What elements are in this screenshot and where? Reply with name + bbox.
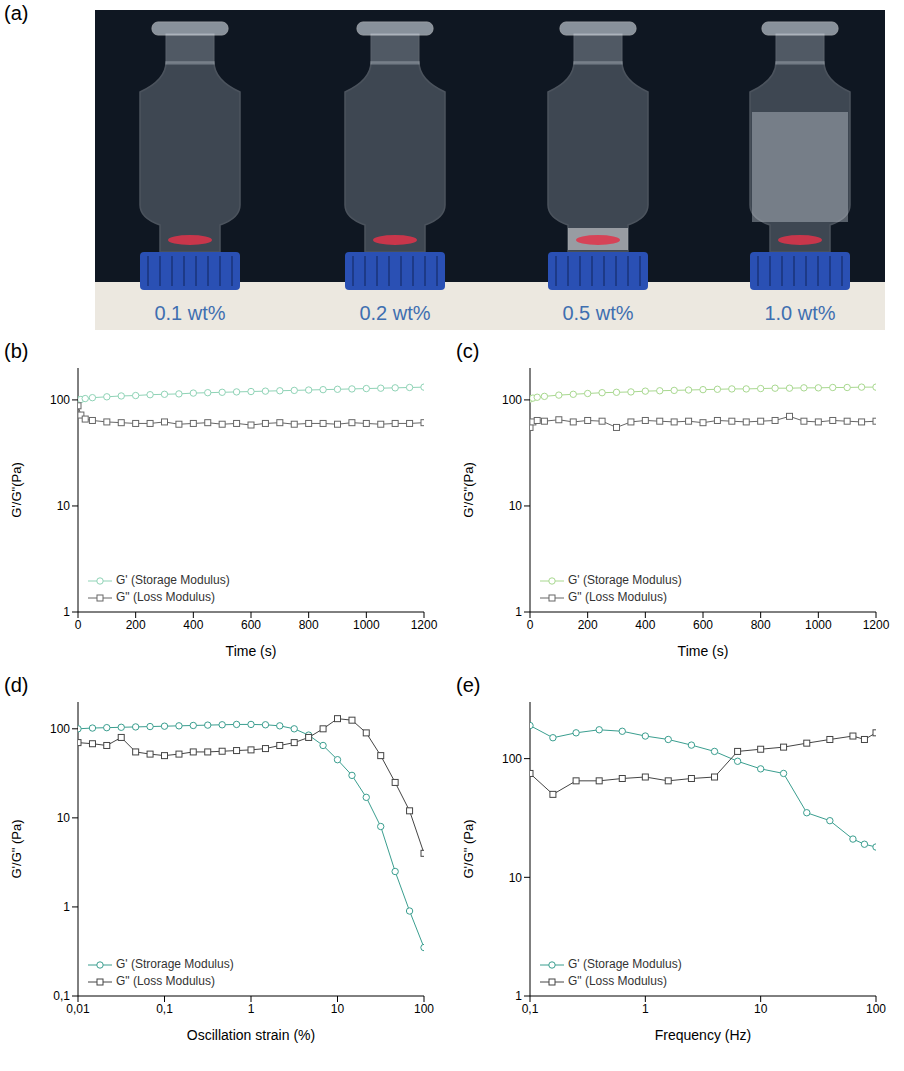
svg-text:10: 10 (331, 1002, 345, 1016)
svg-text:0.2 wt%: 0.2 wt% (359, 302, 430, 324)
svg-text:100: 100 (50, 722, 70, 736)
svg-text:0,1: 0,1 (156, 1002, 173, 1016)
html-text:(e): (e) (456, 674, 481, 696)
svg-text:100: 100 (502, 393, 522, 407)
svg-text:1000: 1000 (805, 618, 832, 632)
svg-text:200: 200 (578, 618, 598, 632)
svg-text:10: 10 (57, 811, 71, 825)
svg-text:10: 10 (754, 1002, 768, 1016)
svg-text:400: 400 (183, 618, 203, 632)
svg-text:800: 800 (299, 618, 319, 632)
svg-text:10: 10 (57, 499, 71, 513)
html-text:G" (Loss Modulus): G" (Loss Modulus) (116, 974, 215, 988)
svg-text:Frequency (Hz): Frequency (Hz) (655, 1027, 751, 1043)
svg-text:100: 100 (50, 393, 70, 407)
html-text:G" (Loss Modulus): G" (Loss Modulus) (568, 974, 667, 988)
svg-text:0,01: 0,01 (66, 1002, 90, 1016)
html-text:G" (Loss Modulus): G" (Loss Modulus) (116, 590, 215, 604)
svg-text:G'/G"(Pa): G'/G"(Pa) (461, 462, 476, 518)
svg-text:100: 100 (414, 1002, 434, 1016)
svg-text:1200: 1200 (863, 618, 890, 632)
html-text:G' (Storage Modulus): G' (Storage Modulus) (568, 573, 682, 587)
svg-text:600: 600 (241, 618, 261, 632)
svg-text:10: 10 (509, 871, 523, 885)
svg-text:0: 0 (527, 618, 534, 632)
svg-text:Time (s): Time (s) (226, 643, 277, 659)
svg-text:100: 100 (866, 1002, 886, 1016)
svg-text:Oscillation strain (%): Oscillation strain (%) (187, 1027, 315, 1043)
svg-text:1000: 1000 (353, 618, 380, 632)
svg-text:G'/G" (Pa): G'/G" (Pa) (461, 819, 476, 878)
svg-text:10: 10 (509, 499, 523, 513)
svg-text:600: 600 (693, 618, 713, 632)
html-text:G' (Storage Modulus): G' (Storage Modulus) (116, 573, 230, 587)
svg-text:200: 200 (126, 618, 146, 632)
svg-text:G'/G" (Pa): G'/G" (Pa) (9, 819, 24, 878)
svg-text:1: 1 (515, 989, 522, 1003)
svg-text:1200: 1200 (411, 618, 438, 632)
svg-text:100: 100 (502, 752, 522, 766)
svg-text:0,1: 0,1 (522, 1002, 539, 1016)
html-text:(d): (d) (4, 674, 29, 696)
svg-text:1: 1 (642, 1002, 649, 1016)
svg-text:0: 0 (75, 618, 82, 632)
svg-text:1.0 wt%: 1.0 wt% (764, 302, 835, 324)
svg-text:0,1: 0,1 (53, 989, 70, 1003)
svg-text:1: 1 (63, 900, 70, 914)
svg-text:Time (s): Time (s) (678, 643, 729, 659)
html-text:(a): (a) (4, 2, 29, 24)
html-text:G' (Storage Modulus): G' (Storage Modulus) (568, 957, 682, 971)
svg-text:0.5 wt%: 0.5 wt% (562, 302, 633, 324)
html-text:(b): (b) (4, 340, 29, 362)
svg-text:1: 1 (515, 605, 522, 619)
svg-text:G'/G"(Pa): G'/G"(Pa) (9, 462, 24, 518)
svg-text:400: 400 (635, 618, 655, 632)
html-text:G' (Strorage Modulus): G' (Strorage Modulus) (116, 957, 234, 971)
svg-text:1: 1 (63, 605, 70, 619)
svg-text:1: 1 (248, 1002, 255, 1016)
html-text:(c): (c) (456, 340, 480, 362)
svg-text:0.1 wt%: 0.1 wt% (154, 302, 225, 324)
svg-text:800: 800 (751, 618, 771, 632)
html-text:G" (Loss Modulus): G" (Loss Modulus) (568, 590, 667, 604)
